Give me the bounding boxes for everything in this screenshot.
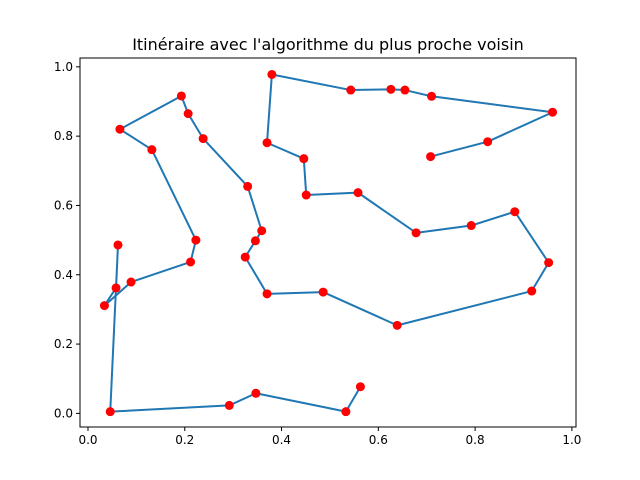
city-point: [548, 107, 558, 117]
city-point: [301, 190, 311, 200]
city-point: [299, 154, 309, 164]
route-layer: [103, 73, 554, 413]
y-tick-label: 0.2: [54, 337, 73, 351]
city-point: [411, 228, 421, 238]
x-tick-label: 0.0: [78, 433, 97, 447]
point-layer: [99, 69, 558, 417]
city-point: [341, 407, 351, 417]
x-tick-label: 0.6: [369, 433, 388, 447]
city-point: [483, 137, 493, 147]
plot-area: 0.0 0.2 0.4 0.6 0.8 1.0 0.0 0.2 0.4 0.6 0.8 1.0: [54, 57, 581, 447]
x-tick-label: 0.4: [272, 433, 291, 447]
city-point: [105, 407, 115, 417]
city-point: [183, 109, 193, 119]
city-point: [250, 236, 260, 246]
city-point: [466, 221, 476, 231]
city-point: [176, 91, 186, 101]
city-point: [346, 85, 356, 95]
axes-frame: [79, 57, 577, 428]
city-point: [113, 240, 123, 250]
city-point: [318, 287, 328, 297]
y-axis: 0.0 0.2 0.4 0.6 0.8 1.0: [54, 60, 80, 420]
city-point: [126, 277, 136, 287]
city-point: [510, 207, 520, 217]
y-tick-label: 0.6: [54, 198, 73, 212]
city-point: [262, 289, 272, 299]
city-point: [147, 145, 157, 155]
city-point: [427, 91, 437, 101]
x-tick-label: 1.0: [562, 433, 581, 447]
city-point: [267, 69, 277, 79]
x-tick-label: 0.8: [466, 433, 485, 447]
city-point: [243, 181, 253, 191]
city-point: [544, 258, 554, 268]
x-axis: 0.0 0.2 0.4 0.6 0.8 1.0: [78, 427, 581, 447]
city-point: [257, 226, 267, 236]
city-point: [426, 152, 436, 162]
city-point: [111, 283, 121, 293]
city-point: [386, 84, 396, 94]
city-point: [240, 252, 250, 262]
x-tick-label: 0.2: [175, 433, 194, 447]
city-point: [355, 382, 365, 392]
y-tick-label: 0.8: [54, 129, 73, 143]
chart-title: Itinéraire avec l'algorithme du plus pro…: [132, 35, 524, 54]
y-tick-label: 0.0: [54, 406, 73, 420]
city-point: [186, 257, 196, 267]
y-tick-label: 0.4: [54, 268, 73, 282]
city-point: [224, 400, 234, 410]
city-point: [262, 138, 272, 148]
route-line: [103, 73, 554, 413]
city-point: [400, 85, 410, 95]
city-point: [191, 235, 201, 245]
city-point: [251, 388, 261, 398]
city-point: [527, 286, 537, 296]
city-point: [353, 188, 363, 198]
city-point: [198, 134, 208, 144]
city-point: [99, 301, 109, 311]
city-point: [115, 124, 125, 134]
y-tick-label: 1.0: [54, 60, 73, 74]
city-point: [392, 320, 402, 330]
